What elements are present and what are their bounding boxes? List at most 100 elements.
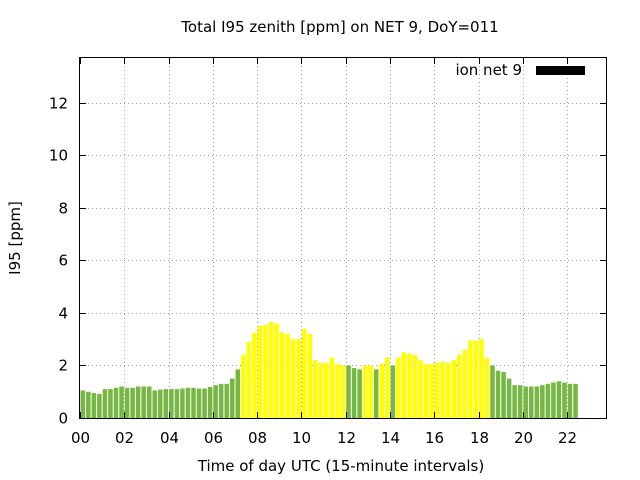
bar	[324, 362, 329, 418]
bar	[301, 328, 307, 418]
y-tick-label: 0	[58, 410, 68, 428]
bar	[517, 385, 523, 418]
bar	[97, 393, 102, 418]
bar	[218, 383, 224, 418]
bar	[401, 352, 407, 418]
bars	[80, 322, 578, 418]
bar	[457, 354, 462, 418]
bar	[490, 365, 495, 418]
bar	[196, 388, 202, 418]
x-axis-ticks: 00 02 04 06 08 10 12 14 16 18 20 22	[71, 58, 577, 447]
bar	[135, 386, 141, 418]
bar	[329, 357, 335, 418]
bar	[185, 387, 191, 418]
bar	[357, 369, 362, 418]
bar	[174, 389, 180, 418]
x-tick-label: 20	[514, 429, 533, 447]
bar	[224, 383, 229, 418]
bar	[440, 361, 445, 418]
x-tick-label: 14	[381, 429, 400, 447]
bar	[141, 386, 146, 418]
bar	[313, 360, 318, 418]
bar	[573, 383, 578, 418]
x-tick-label: 10	[292, 429, 311, 447]
x-tick-label: 02	[115, 429, 134, 447]
bar	[556, 381, 562, 418]
legend-swatch	[536, 66, 585, 75]
bar	[163, 389, 169, 418]
bar	[307, 333, 313, 418]
bar	[379, 364, 385, 418]
bar	[562, 382, 567, 418]
x-tick-label: 04	[160, 429, 179, 447]
bar	[252, 332, 257, 418]
bar	[152, 390, 158, 418]
bar	[551, 382, 556, 418]
bar	[124, 387, 130, 418]
bar	[434, 362, 440, 418]
bar	[257, 326, 263, 418]
bar	[246, 341, 252, 418]
legend: ion net 9	[455, 61, 585, 79]
bar	[318, 362, 324, 418]
bar	[279, 332, 285, 418]
bar	[268, 322, 274, 418]
bar	[191, 387, 196, 418]
bar	[102, 389, 108, 418]
bar	[180, 388, 185, 418]
bar	[506, 378, 512, 418]
bar	[207, 386, 213, 418]
grid	[80, 58, 606, 418]
bar	[479, 339, 484, 418]
bar	[91, 393, 97, 418]
bar	[169, 389, 174, 418]
y-tick-label: 6	[58, 252, 68, 270]
bar	[274, 323, 279, 418]
bar	[130, 387, 135, 418]
x-tick-label: 06	[204, 429, 223, 447]
bar	[119, 386, 124, 418]
bar	[540, 385, 545, 418]
bar	[451, 360, 457, 418]
bar	[429, 364, 434, 418]
bar	[340, 365, 346, 418]
bar	[567, 383, 573, 418]
x-tick-label: 22	[558, 429, 577, 447]
bar	[462, 349, 468, 418]
bar	[351, 368, 357, 418]
bar	[445, 362, 451, 418]
bar	[495, 370, 501, 418]
x-tick-label: 18	[470, 429, 489, 447]
bar	[468, 340, 473, 418]
x-axis-label: Time of day UTC (15-minute intervals)	[197, 457, 484, 475]
y-tick-label: 10	[49, 147, 68, 165]
bar	[146, 386, 152, 418]
bar	[423, 364, 429, 418]
bar	[390, 365, 396, 418]
y-tick-label: 8	[58, 200, 68, 218]
bar	[523, 386, 528, 418]
y-tick-label: 4	[58, 305, 68, 323]
bar	[202, 388, 207, 418]
plot-frame	[79, 57, 607, 419]
y-tick-label: 2	[58, 357, 68, 375]
bar	[229, 378, 235, 418]
bar	[534, 386, 540, 418]
x-tick-label: 08	[248, 429, 267, 447]
bar	[290, 339, 296, 418]
bar	[86, 391, 91, 418]
bar	[412, 354, 418, 418]
x-tick-label: 00	[71, 429, 90, 447]
bar	[213, 385, 218, 418]
bar	[528, 386, 534, 418]
y-axis-ticks: 0 2 4 6 8 10 12	[49, 95, 606, 428]
bar	[263, 324, 268, 418]
bar	[285, 333, 290, 418]
bar	[346, 365, 351, 418]
x-tick-label: 16	[425, 429, 444, 447]
bar	[385, 357, 390, 418]
bar	[335, 364, 340, 418]
bar	[362, 365, 368, 418]
bar	[418, 360, 423, 418]
